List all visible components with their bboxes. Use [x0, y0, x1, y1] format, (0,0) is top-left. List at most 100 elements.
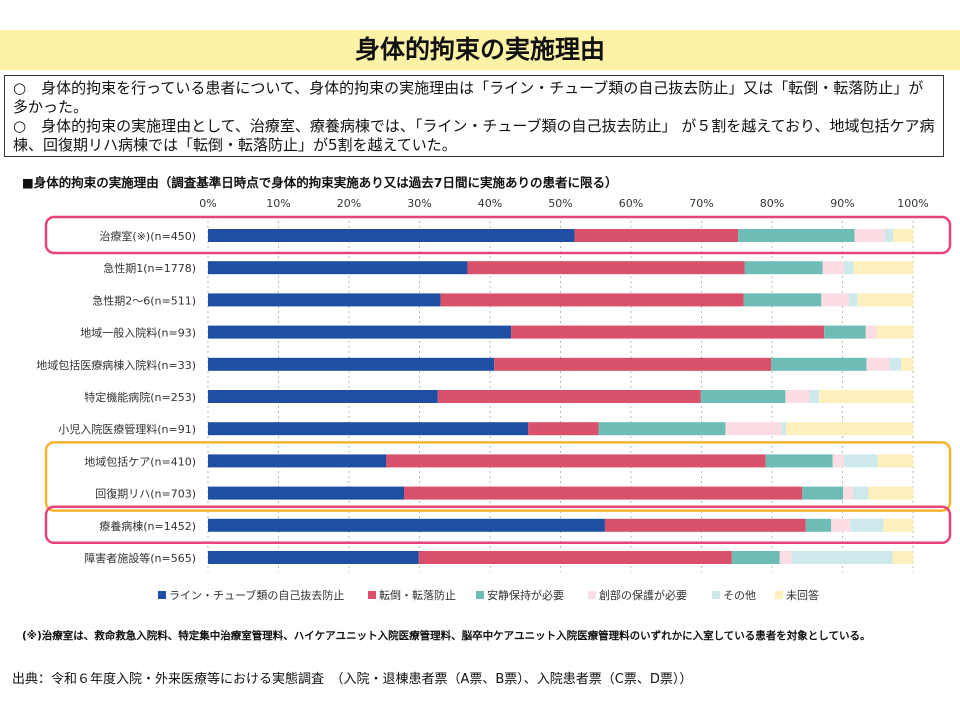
bar-segment: [511, 325, 825, 339]
bar-segment: [771, 357, 867, 371]
bar-segment: [809, 390, 820, 403]
legend-swatch: [476, 591, 484, 599]
bar-segment: [819, 390, 913, 403]
bar-segment: [821, 293, 849, 307]
bar-segment: [437, 390, 701, 403]
bar-segment: [854, 229, 885, 242]
category-label: 障害者施設等(n=565): [84, 551, 196, 565]
legend-swatch: [712, 591, 720, 599]
footnote: (※)治療室は、救命救急入院料、特定集中治療室管理料、ハイケアユニット入院医療管…: [22, 630, 871, 642]
highlight-frame: [44, 505, 952, 545]
bar-segment: [744, 261, 823, 275]
category-label: 地域包括医療病棟入院料(n=33): [36, 358, 196, 372]
bar-segment: [208, 325, 512, 339]
x-tick-label: 100%: [897, 197, 928, 210]
x-tick-label: 40%: [478, 197, 502, 210]
category-label: 特定機能病院(n=253): [84, 390, 196, 404]
summary-box: ○ 身体的拘束を行っている患者について、身体的拘束の実施理由は「ライン・チューブ…: [4, 75, 944, 157]
legend-label: ライン・チューブ類の自己抜去防止: [169, 588, 344, 602]
bar-segment: [877, 454, 913, 468]
bar-segment: [802, 486, 844, 500]
legend-label: その他: [723, 589, 756, 602]
bar-segment: [831, 518, 851, 532]
legend-label: 未回答: [786, 588, 819, 602]
legend-swatch: [588, 591, 596, 599]
category-label: 回復期リハ(n=703): [95, 488, 196, 501]
title-band: 身体的拘束の実施理由: [0, 30, 960, 70]
bar-segment: [848, 293, 858, 307]
legend-swatch: [775, 591, 783, 599]
bar-segment: [850, 518, 884, 532]
bar-segment: [743, 293, 822, 307]
bar-segment: [853, 261, 913, 275]
x-tick-label: 30%: [407, 197, 431, 210]
bar-segment: [868, 486, 913, 500]
x-tick-label: 20%: [337, 197, 361, 210]
legend-swatch: [158, 591, 166, 599]
category-label: 急性期2～6(n=511): [92, 293, 196, 307]
bar-segment: [781, 422, 787, 436]
bar-segment: [386, 454, 766, 468]
stacked-bar-chart: 0% 10% 20% 30% 40% 50% 60% 70% 80% 90% 100% 治療室(※)(…: [36, 197, 952, 602]
bar-segment: [893, 229, 913, 242]
bar-segment: [779, 551, 792, 564]
bar-segment: [604, 518, 806, 532]
bar-segment: [208, 422, 529, 436]
category-label: 急性期1(n=1778): [103, 261, 196, 275]
x-tick-label: 10%: [266, 197, 290, 210]
legend-label: 安静保持が必要: [487, 588, 564, 602]
bar-segment: [832, 454, 844, 468]
bar-segment: [731, 551, 780, 564]
bar-segment: [889, 357, 902, 371]
bar-segment: [857, 293, 913, 307]
bar-segment: [528, 422, 599, 436]
bar-segment: [403, 486, 803, 500]
legend-label: 創部の保護が必要: [599, 588, 687, 602]
bar-segment: [494, 357, 772, 371]
bar-segment: [824, 325, 866, 339]
bar-segment: [208, 518, 605, 532]
bar-segment: [805, 518, 832, 532]
legend-label: 転倒・転落防止: [379, 588, 456, 602]
bar-segment: [208, 357, 495, 371]
bar-segment: [765, 454, 833, 468]
bar-segment: [822, 261, 844, 275]
bar-segment: [866, 357, 890, 371]
bar-segment: [467, 261, 745, 275]
bar-segment: [791, 551, 893, 564]
bar-segment: [843, 261, 854, 275]
bar-segment: [208, 261, 468, 275]
bar-segment: [901, 357, 913, 371]
x-tick-label: 80%: [760, 197, 784, 210]
bar-segment: [853, 486, 869, 500]
category-label: 治療室(※)(n=450): [99, 229, 196, 243]
x-tick-label: 90%: [830, 197, 854, 210]
bar-segment: [785, 390, 810, 403]
x-tick-label: 0%: [199, 197, 216, 210]
bar-segment: [208, 486, 404, 500]
chart-title: ■身体的拘束の実施理由（調査基準日時点で身体的拘束実施あり又は過去7日間に実施あ…: [22, 175, 618, 190]
bar-segment: [208, 390, 438, 403]
bar-segment: [725, 422, 782, 436]
category-label: 地域一般入院料(n=93): [80, 326, 196, 340]
bar-segment: [208, 454, 387, 468]
bar-segment: [208, 551, 419, 564]
legend-swatch: [368, 591, 376, 599]
summary-point-2: ○ 身体的拘束の実施理由として、治療室、療養病棟では、「ライン・チューブ類の自己…: [13, 117, 935, 154]
category-label: 療養病棟(n=1452): [99, 519, 196, 533]
bar-segment: [865, 325, 878, 339]
category-label: 小児入院医療管理料(n=91): [58, 422, 196, 436]
bar-segment: [786, 422, 913, 436]
highlight-frame: [44, 441, 952, 512]
bar-segment: [738, 229, 855, 242]
page-title: 身体的拘束の実施理由: [354, 35, 605, 64]
bar-segment: [598, 422, 726, 436]
summary-point-1: ○ 身体的拘束を行っている患者について、身体的拘束の実施理由は「ライン・チューブ…: [13, 79, 924, 116]
x-tick-label: 60%: [619, 197, 643, 210]
bar-segment: [418, 551, 732, 564]
x-tick-label: 50%: [548, 197, 572, 210]
bar-segment: [877, 325, 913, 339]
bar-segment: [208, 229, 575, 242]
bar-segment: [884, 229, 894, 242]
bar-segment: [883, 518, 913, 532]
